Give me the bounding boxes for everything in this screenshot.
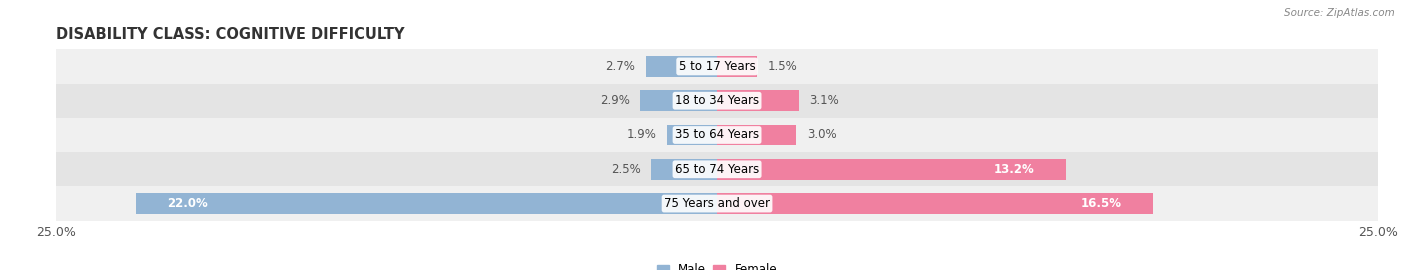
Text: 3.0%: 3.0%: [807, 129, 837, 141]
Text: 5 to 17 Years: 5 to 17 Years: [679, 60, 755, 73]
Bar: [56, 186, 1378, 221]
Text: 18 to 34 Years: 18 to 34 Years: [675, 94, 759, 107]
Bar: [135, 193, 717, 214]
Text: 2.9%: 2.9%: [600, 94, 630, 107]
Bar: [56, 84, 1378, 118]
Text: 1.5%: 1.5%: [768, 60, 797, 73]
Bar: [640, 90, 717, 111]
Bar: [651, 159, 717, 180]
Text: 2.5%: 2.5%: [610, 163, 640, 176]
Bar: [56, 152, 1378, 186]
Text: 16.5%: 16.5%: [1080, 197, 1122, 210]
Bar: [717, 193, 1153, 214]
Text: 3.1%: 3.1%: [810, 94, 839, 107]
Text: 35 to 64 Years: 35 to 64 Years: [675, 129, 759, 141]
Text: 65 to 74 Years: 65 to 74 Years: [675, 163, 759, 176]
Bar: [717, 159, 1066, 180]
Text: 2.7%: 2.7%: [605, 60, 636, 73]
Text: 13.2%: 13.2%: [994, 163, 1035, 176]
Bar: [56, 49, 1378, 84]
Bar: [717, 56, 756, 77]
Text: 22.0%: 22.0%: [167, 197, 208, 210]
Text: 1.9%: 1.9%: [627, 129, 657, 141]
Bar: [56, 118, 1378, 152]
Legend: Male, Female: Male, Female: [652, 259, 782, 270]
Bar: [717, 125, 796, 145]
Bar: [717, 90, 799, 111]
Text: 75 Years and over: 75 Years and over: [664, 197, 770, 210]
Text: DISABILITY CLASS: COGNITIVE DIFFICULTY: DISABILITY CLASS: COGNITIVE DIFFICULTY: [56, 27, 405, 42]
Text: Source: ZipAtlas.com: Source: ZipAtlas.com: [1284, 8, 1395, 18]
Bar: [645, 56, 717, 77]
Bar: [666, 125, 717, 145]
